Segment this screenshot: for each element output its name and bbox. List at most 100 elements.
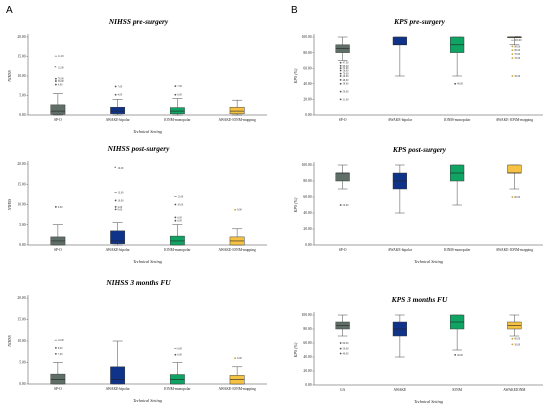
x-axis-label: Technical Setting xyxy=(133,129,162,134)
outlier-label: 60.00 xyxy=(343,342,350,345)
outlier-dot-marker xyxy=(339,352,342,355)
x-tick-label: IONM xyxy=(452,388,462,392)
chart-2: NIHSS 3 months FU 0.00 5.00 10.00 15.00 20.00… xyxy=(7,278,267,403)
x-tick-label: AWAKE-IONM-mapping xyxy=(219,248,256,252)
outlier: 58.00 xyxy=(339,83,349,86)
box-3 xyxy=(229,228,245,246)
outlier: 7.00 xyxy=(54,353,63,356)
outlier: 21.00 xyxy=(339,98,349,101)
outlier-dot-marker xyxy=(234,357,237,360)
box-body xyxy=(50,373,66,385)
y-tick-label: 60.00 xyxy=(303,341,311,345)
outlier-label: 80.00 xyxy=(514,49,521,52)
x-tick-label: GA xyxy=(340,388,346,392)
x-tick-label: IONM-monopolar xyxy=(164,387,191,391)
box-3 xyxy=(507,314,522,337)
box-body xyxy=(110,366,126,385)
box-3 xyxy=(229,99,245,116)
y-tick-label: 10.00 xyxy=(17,203,25,207)
outlier-label: 8.00 xyxy=(177,348,182,351)
outlier-dot-marker xyxy=(511,337,514,340)
outlier-label: 10.00 xyxy=(58,339,65,342)
x-tick-label: SP-O xyxy=(339,118,347,122)
y-tick-label: 5.00 xyxy=(19,361,25,365)
outlier-dot-marker xyxy=(339,347,342,350)
y-tick-label: 100.00 xyxy=(302,313,312,317)
chart-title: NIHSS post-surgery xyxy=(107,144,171,153)
chart-title: NIHSS pre-surgery xyxy=(108,17,169,26)
y-tick-label: 20.00 xyxy=(17,35,25,39)
box-2 xyxy=(169,224,185,246)
y-tick-label: 20.00 xyxy=(303,98,311,102)
chart-1: NIHSS post-surgery 0.00 5.00 10.00 15.00 20.0… xyxy=(7,144,267,264)
y-tick-label: 60.00 xyxy=(303,195,311,199)
y-axis-label: NIHSS xyxy=(7,198,12,211)
outlier: 70.00 xyxy=(339,73,349,76)
outlier-dot-marker xyxy=(339,67,342,70)
outlier-label: 11.00 xyxy=(58,55,64,58)
outlier-label: 60.00 xyxy=(343,65,350,68)
outlier-dot-marker xyxy=(454,354,457,356)
outlier-label: 19.00 xyxy=(118,167,125,170)
outlier-dot-marker xyxy=(511,45,514,48)
box-0 xyxy=(335,36,350,61)
x-axis-label: Technical Setting xyxy=(133,259,162,264)
box-body xyxy=(169,374,185,385)
box-0 xyxy=(335,314,350,337)
y-tick-label: 20.00 xyxy=(17,296,25,300)
outlier-label: 52.00 xyxy=(343,67,350,70)
outlier: 6.00 xyxy=(234,357,242,360)
box-body xyxy=(507,164,522,174)
y-tick-label: 0.00 xyxy=(19,243,25,247)
outlier: 60.00 xyxy=(511,337,521,341)
outlier: * 19.00 xyxy=(114,166,124,171)
outlier-label: 6.00 xyxy=(177,94,182,97)
outlier-dot-marker xyxy=(174,93,177,96)
outlier-dot-marker xyxy=(511,196,514,198)
x-tick-label: IONM-monopolar xyxy=(164,118,191,122)
outlier-label: 8.00 xyxy=(237,209,242,212)
outlier-label: 6.00 xyxy=(177,220,182,223)
x-tick-label: AWAKEIONM xyxy=(503,388,526,392)
box-2 xyxy=(450,36,465,77)
outlier-label: 60.00 xyxy=(514,338,521,341)
outlier: 50.00 xyxy=(511,343,521,346)
outlier: 40.00 xyxy=(339,352,350,355)
y-tick-label: 15.00 xyxy=(17,55,25,59)
box-body xyxy=(169,235,185,246)
chart-title: KPS pre-surgery xyxy=(393,17,445,26)
x-tick-label: IONM-monopolar xyxy=(164,248,191,252)
y-tick-label: 40.00 xyxy=(303,355,311,359)
y-tick-label: 20.00 xyxy=(303,227,311,231)
outlier-label: 50.00 xyxy=(343,91,350,94)
outlier-label: 6.00 xyxy=(177,216,182,219)
outlier: 10.00 xyxy=(174,203,184,206)
outlier-dot-marker xyxy=(54,346,57,349)
outlier: 4.00 xyxy=(114,206,123,209)
outlier-label: 9.00 xyxy=(58,206,63,209)
outlier: 40.00 xyxy=(454,354,464,357)
outlier: 70.00 xyxy=(511,57,521,60)
outlier-label: 60.00 xyxy=(514,196,521,199)
y-tick-label: 5.00 xyxy=(19,223,25,227)
outlier: 8.00 xyxy=(54,346,63,350)
outlier-label: 10.00 xyxy=(118,199,125,202)
outlier-label: 40.00 xyxy=(343,352,350,355)
outlier-dot-marker xyxy=(174,219,177,222)
y-tick-label: 0.00 xyxy=(305,113,311,117)
outlier-star-marker: * xyxy=(54,65,57,70)
outlier-dot-marker xyxy=(454,82,457,85)
outlier: 56.00 xyxy=(339,69,349,72)
outlier-dot-marker xyxy=(234,208,237,211)
panel-letter-a: A xyxy=(6,5,13,16)
outlier: 47.00 xyxy=(339,62,349,65)
outlier: 4.00 xyxy=(54,83,63,86)
box-body xyxy=(50,104,66,115)
y-tick-label: 0.00 xyxy=(305,383,311,387)
outlier-dot-marker xyxy=(174,203,177,206)
outlier-label: 50.00 xyxy=(514,343,521,346)
box-0 xyxy=(50,93,66,116)
y-tick-label: 10.00 xyxy=(17,339,25,343)
x-tick-label: AWAKE-bipolar xyxy=(106,387,131,391)
box-2 xyxy=(169,98,185,116)
